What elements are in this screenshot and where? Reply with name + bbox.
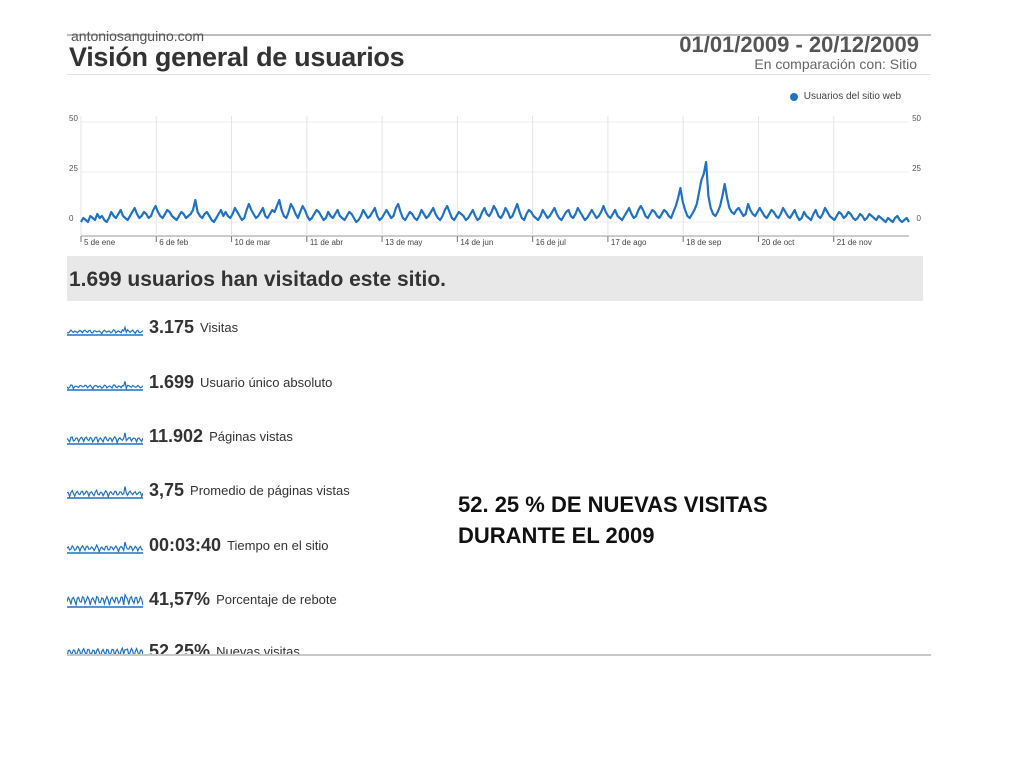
x-tick-label: 6 de feb bbox=[159, 238, 188, 247]
x-tick-label: 14 de jun bbox=[460, 238, 493, 247]
sparkline-path bbox=[67, 325, 143, 335]
x-tick-label: 18 de sep bbox=[686, 238, 722, 247]
legend-label: Usuarios del sitio web bbox=[803, 91, 901, 102]
metric-pageviews: 11.902 Páginas vistas bbox=[67, 421, 293, 451]
metric-label[interactable]: Usuario único absoluto bbox=[200, 374, 333, 390]
metric-label[interactable]: Porcentaje de rebote bbox=[216, 591, 337, 607]
metric-time-on-site: 00:03:40 Tiempo en el sitio bbox=[67, 530, 328, 560]
analytics-report-screenshot: antoniosanguino.com Visión general de us… bbox=[67, 28, 931, 656]
sparkline-pages-per-visit[interactable] bbox=[67, 480, 143, 500]
sparkline-path bbox=[67, 646, 143, 656]
sparkline-path bbox=[67, 593, 143, 607]
top-divider bbox=[67, 34, 931, 36]
x-tick-label: 10 de mar bbox=[235, 238, 271, 247]
site-name: antoniosanguino.com bbox=[71, 28, 205, 44]
metric-value: 41,57% bbox=[149, 588, 211, 609]
sparkline-path bbox=[67, 486, 143, 499]
y-tick-label-right: 50 bbox=[912, 114, 921, 123]
sparkline-visits[interactable] bbox=[67, 317, 143, 337]
metric-value: 3,75 bbox=[149, 479, 185, 500]
page-title: Visión general de usuarios bbox=[69, 42, 405, 72]
metric-new-visits: 52,25% Nuevas visitas bbox=[67, 636, 300, 656]
x-tick-label: 17 de ago bbox=[611, 238, 647, 247]
metric-bounce-rate: 41,57% Porcentaje de rebote bbox=[67, 584, 337, 614]
annotation-line-2: DURANTE EL 2009 bbox=[458, 523, 655, 548]
metric-label[interactable]: Tiempo en el sitio bbox=[227, 537, 329, 553]
summary-text: 1.699 usuarios han visitado este sitio. bbox=[69, 268, 446, 291]
y-tick-label-left: 50 bbox=[69, 114, 78, 123]
bottom-divider bbox=[67, 654, 931, 656]
y-tick-label-right: 25 bbox=[912, 164, 921, 173]
x-tick-label: 21 de nov bbox=[837, 238, 872, 247]
x-tick-label: 16 de jul bbox=[536, 238, 566, 247]
sparkline-time-on-site[interactable] bbox=[67, 535, 143, 555]
sparkline-new-visits[interactable] bbox=[67, 641, 143, 656]
metric-value: 11.902 bbox=[149, 425, 204, 446]
metric-label[interactable]: Visitas bbox=[200, 319, 239, 335]
annotation-line-1: 52. 25 % DE NUEVAS VISITAS bbox=[458, 492, 768, 517]
x-tick-label: 5 de ene bbox=[84, 238, 116, 247]
metric-pages-per-visit: 3,75 Promedio de páginas vistas bbox=[67, 475, 350, 505]
sparkline-bounce-rate[interactable] bbox=[67, 589, 143, 609]
legend-dot-icon bbox=[789, 92, 798, 101]
chart-legend: Usuarios del sitio web bbox=[789, 91, 901, 102]
summary-bar: 1.699 usuarios han visitado este sitio. bbox=[67, 256, 923, 301]
metric-value: 1.699 bbox=[149, 371, 195, 392]
y-tick-label-left: 0 bbox=[69, 214, 74, 223]
metric-label[interactable]: Nuevas visitas bbox=[216, 643, 300, 657]
slide-annotation: 52. 25 % DE NUEVAS VISITAS DURANTE EL 20… bbox=[458, 489, 878, 551]
sparkline-path bbox=[67, 432, 143, 445]
visitors-line-chart: 50 50 25 25 0 0 5 de ene 6 de feb 10 de mar 11 de… bbox=[69, 114, 922, 247]
sparkline-path bbox=[67, 541, 143, 554]
x-tick-label: 20 de oct bbox=[761, 238, 795, 247]
header-divider bbox=[67, 74, 931, 75]
x-tick-label: 11 de abr bbox=[310, 238, 344, 247]
series-line-usuarios bbox=[80, 160, 910, 224]
metric-value: 3.175 bbox=[149, 316, 195, 337]
y-tick-label-left: 25 bbox=[69, 164, 78, 173]
sparkline-path bbox=[67, 381, 143, 391]
metric-value: 00:03:40 bbox=[149, 534, 222, 555]
sparkline-unique-users[interactable] bbox=[67, 372, 143, 392]
date-range[interactable]: 01/01/2009 - 20/12/2009 bbox=[679, 32, 919, 57]
y-tick-label-right: 0 bbox=[917, 214, 922, 223]
metric-visits: 3.175 Visitas bbox=[67, 312, 238, 342]
x-tick-label: 13 de may bbox=[385, 238, 422, 247]
metric-unique-users: 1.699 Usuario único absoluto bbox=[67, 367, 332, 397]
metric-value: 52,25% bbox=[149, 640, 211, 657]
metric-label[interactable]: Páginas vistas bbox=[209, 428, 293, 444]
metric-label[interactable]: Promedio de páginas vistas bbox=[190, 482, 350, 498]
sparkline-pageviews[interactable] bbox=[67, 426, 143, 446]
comparison-label: En comparación con: Sitio bbox=[754, 56, 917, 72]
